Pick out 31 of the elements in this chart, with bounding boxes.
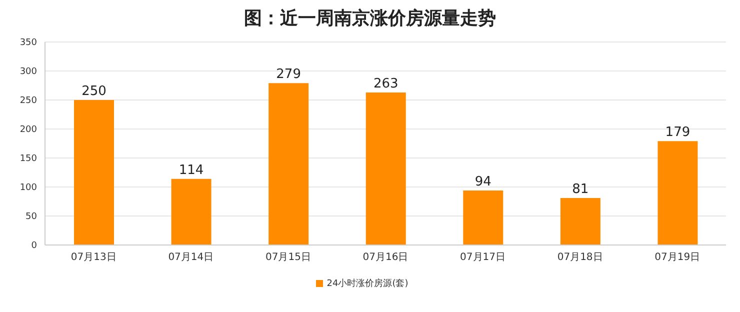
x-tick-label: 07月15日 bbox=[265, 252, 311, 264]
data-label: 179 bbox=[665, 125, 690, 140]
data-label: 250 bbox=[82, 84, 106, 99]
bar bbox=[560, 198, 600, 245]
x-tick-label: 07月13日 bbox=[70, 252, 116, 264]
legend-label: 24小时涨价房源(套) bbox=[326, 279, 408, 289]
x-tick-label: 07月19日 bbox=[654, 252, 700, 264]
x-tick-label: 07月14日 bbox=[168, 252, 214, 264]
x-tick-label: 07月16日 bbox=[362, 252, 408, 264]
bar bbox=[658, 141, 698, 245]
y-tick-label: 150 bbox=[20, 154, 38, 164]
y-tick-label: 0 bbox=[31, 241, 38, 252]
y-tick-label: 200 bbox=[20, 125, 38, 136]
x-tick-label: 07月17日 bbox=[460, 252, 506, 264]
data-label: 263 bbox=[373, 76, 398, 92]
bar bbox=[74, 100, 114, 245]
data-label: 81 bbox=[572, 182, 589, 198]
y-tick-label: 250 bbox=[20, 96, 38, 106]
bar bbox=[366, 92, 406, 245]
y-tick-label: 350 bbox=[20, 38, 38, 48]
bar bbox=[268, 83, 309, 245]
bar bbox=[171, 178, 212, 245]
data-label: 114 bbox=[178, 162, 204, 178]
x-tick-label: 07月18日 bbox=[557, 252, 603, 264]
data-label: 94 bbox=[474, 174, 492, 190]
y-tick-label: 300 bbox=[20, 67, 38, 78]
chart-title: 图：近一周南京涨价房源量走势 bbox=[243, 8, 497, 31]
bar bbox=[463, 190, 504, 245]
y-tick-label: 100 bbox=[20, 183, 38, 194]
y-tick-label: 50 bbox=[26, 212, 38, 222]
data-label: 279 bbox=[276, 67, 301, 82]
